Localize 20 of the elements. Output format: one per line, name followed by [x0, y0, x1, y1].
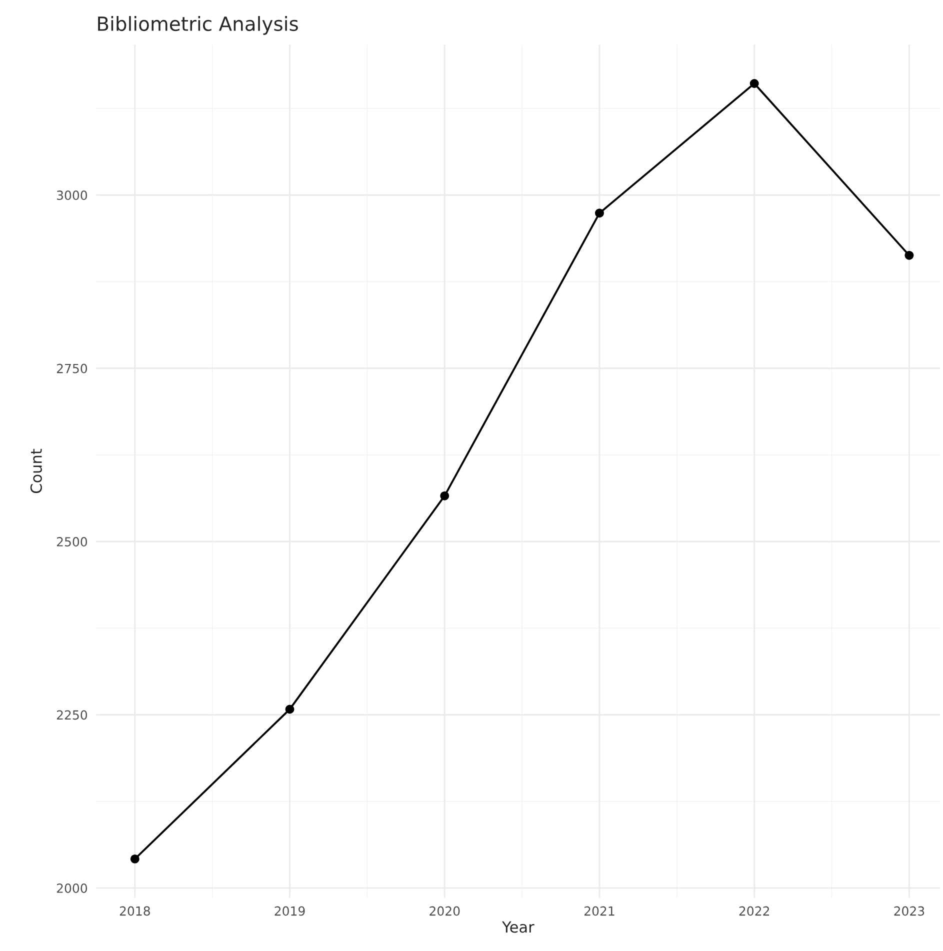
x-tick-label: 2022 [739, 906, 769, 916]
point [440, 491, 450, 500]
y-tick-label: 3000 [56, 190, 88, 200]
x-tick-label: 2018 [120, 906, 150, 916]
x-tick-label: 2021 [584, 906, 614, 916]
y-tick-label: 2000 [56, 884, 88, 893]
y-tick-label: 2250 [56, 710, 88, 720]
x-tick-label: 2023 [894, 906, 924, 916]
point [904, 250, 914, 260]
y-axis-title: Count [30, 448, 42, 494]
point [750, 79, 759, 88]
y-tick-label: 2500 [56, 537, 88, 546]
y-tick-label: 2750 [56, 364, 88, 374]
chart-title: Bibliometric Analysis [98, 16, 298, 35]
x-tick-label: 2020 [430, 906, 460, 916]
x-axis-title: Year [502, 921, 534, 933]
point [130, 854, 140, 864]
point [594, 208, 604, 218]
point [285, 704, 294, 714]
x-tick-label: 2019 [274, 906, 305, 916]
